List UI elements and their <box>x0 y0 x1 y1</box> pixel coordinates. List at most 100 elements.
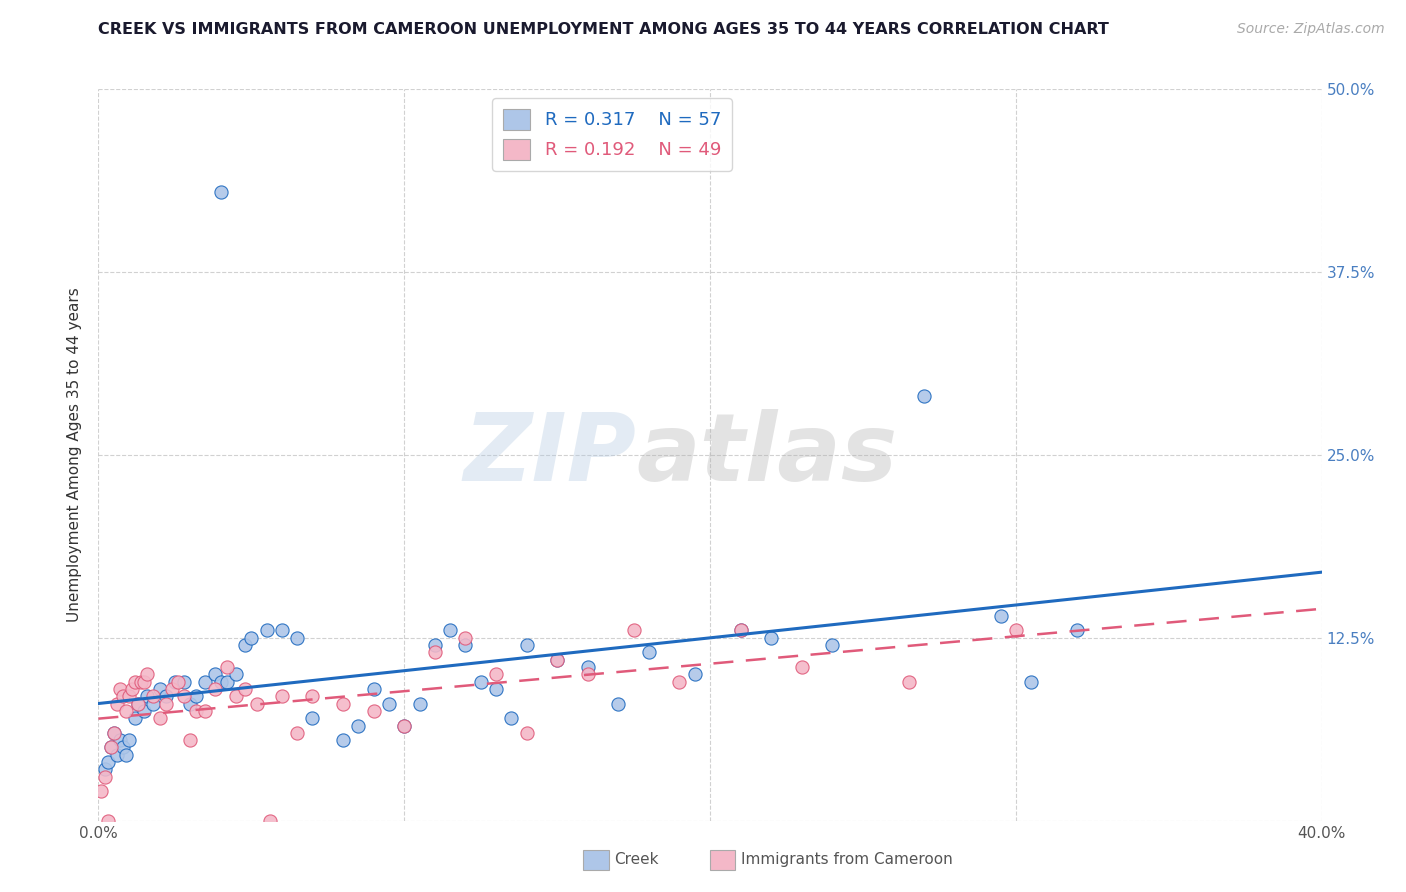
Point <box>225 667 247 681</box>
Point <box>576 660 599 674</box>
Point <box>149 711 172 725</box>
Point <box>136 690 159 704</box>
Point <box>637 645 661 659</box>
Point <box>209 674 232 689</box>
Point <box>470 674 492 689</box>
Point <box>332 733 354 747</box>
Point <box>111 740 134 755</box>
Point <box>155 697 177 711</box>
Point <box>378 697 401 711</box>
Point <box>127 697 149 711</box>
Point <box>301 690 323 704</box>
Point <box>100 740 122 755</box>
Point <box>124 674 146 689</box>
Point <box>136 667 159 681</box>
Point <box>127 697 149 711</box>
Point <box>485 681 508 696</box>
Point <box>259 814 281 828</box>
Legend: R = 0.317    N = 57, R = 0.192    N = 49: R = 0.317 N = 57, R = 0.192 N = 49 <box>492 98 733 170</box>
Point <box>347 718 370 732</box>
Point <box>160 681 183 696</box>
Point <box>546 653 568 667</box>
Point <box>270 690 292 704</box>
Point <box>392 718 416 732</box>
Point <box>233 638 256 652</box>
Point <box>501 711 523 725</box>
Point <box>332 697 354 711</box>
Point <box>233 681 256 696</box>
Point <box>93 763 115 777</box>
Text: ZIP: ZIP <box>464 409 637 501</box>
Point <box>209 185 232 199</box>
Text: atlas: atlas <box>637 409 898 501</box>
Point <box>607 697 630 711</box>
Point <box>730 624 752 638</box>
Point <box>215 660 238 674</box>
Point <box>730 624 752 638</box>
Point <box>173 690 195 704</box>
Point <box>256 624 278 638</box>
Point <box>423 645 446 659</box>
Point <box>1004 624 1026 638</box>
Point <box>285 726 308 740</box>
Point <box>163 674 186 689</box>
Point <box>129 674 152 689</box>
Point <box>897 674 920 689</box>
Point <box>454 631 477 645</box>
Text: Creek: Creek <box>614 853 659 867</box>
Point <box>97 814 120 828</box>
Y-axis label: Unemployment Among Ages 35 to 44 years: Unemployment Among Ages 35 to 44 years <box>67 287 83 623</box>
Point <box>546 653 568 667</box>
Point <box>408 697 430 711</box>
Point <box>111 690 134 704</box>
Point <box>204 681 226 696</box>
Point <box>270 624 292 638</box>
Point <box>105 747 128 762</box>
Point <box>142 697 165 711</box>
Point <box>516 638 538 652</box>
Point <box>179 697 201 711</box>
Point <box>118 690 141 704</box>
Point <box>790 660 813 674</box>
Point <box>142 690 165 704</box>
Point <box>155 690 177 704</box>
Point <box>485 667 508 681</box>
Point <box>173 674 195 689</box>
Point <box>439 624 461 638</box>
Point <box>454 638 477 652</box>
Point <box>115 704 138 718</box>
Point <box>1019 674 1042 689</box>
Point <box>821 638 844 652</box>
Point <box>103 726 125 740</box>
Point <box>990 608 1012 623</box>
Point <box>93 770 115 784</box>
Point <box>1066 624 1088 638</box>
Point <box>668 674 690 689</box>
Text: Immigrants from Cameroon: Immigrants from Cameroon <box>741 853 953 867</box>
Point <box>186 690 208 704</box>
Point <box>576 667 599 681</box>
Point <box>683 667 706 681</box>
Point <box>100 740 122 755</box>
Point <box>105 697 128 711</box>
Point <box>115 747 138 762</box>
Point <box>194 704 217 718</box>
Point <box>134 704 156 718</box>
Point <box>167 674 190 689</box>
Point <box>240 631 263 645</box>
Point <box>90 784 112 798</box>
Point <box>363 704 385 718</box>
Point <box>194 674 217 689</box>
Point <box>108 733 131 747</box>
Point <box>759 631 782 645</box>
Point <box>103 726 125 740</box>
Point <box>108 681 131 696</box>
Text: Source: ZipAtlas.com: Source: ZipAtlas.com <box>1237 22 1385 37</box>
Point <box>285 631 308 645</box>
Point <box>186 704 208 718</box>
Text: CREEK VS IMMIGRANTS FROM CAMEROON UNEMPLOYMENT AMONG AGES 35 TO 44 YEARS CORRELA: CREEK VS IMMIGRANTS FROM CAMEROON UNEMPL… <box>98 22 1109 37</box>
Point <box>149 681 172 696</box>
Point <box>118 733 141 747</box>
Point <box>363 681 385 696</box>
Point <box>124 711 146 725</box>
